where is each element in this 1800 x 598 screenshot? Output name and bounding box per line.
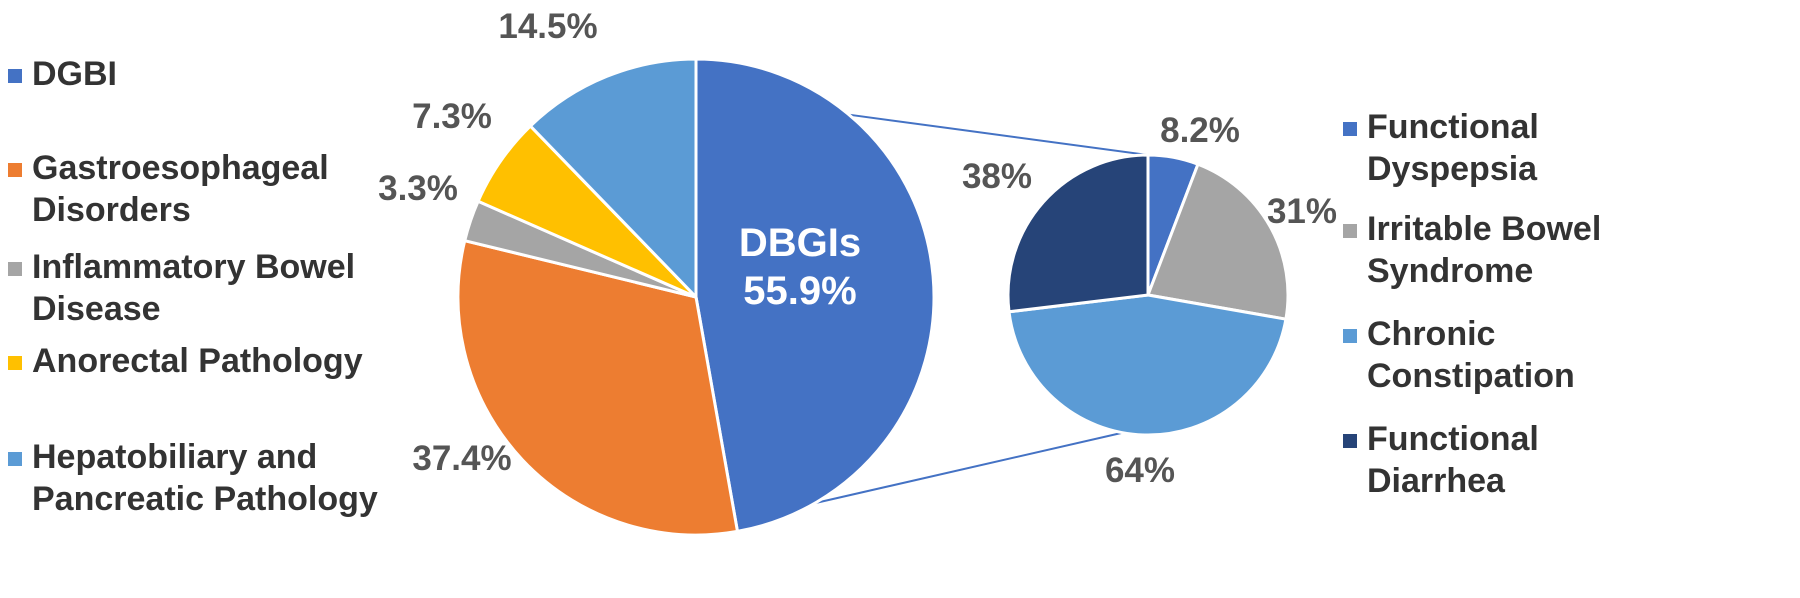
main-pie-center-label: DBGIs 55.9% (739, 221, 861, 313)
legend-swatch (1343, 224, 1357, 238)
legend-label: Anorectal Pathology (32, 342, 363, 380)
legend-swatch (1343, 122, 1357, 136)
legend-item-dgbi: DGBI (8, 55, 117, 93)
legend-label: Functional (1367, 108, 1539, 146)
legend-label: DGBI (32, 55, 117, 93)
main-pie-chart (456, 57, 936, 537)
legend-label: Hepatobiliary and (32, 438, 317, 476)
slice-hepatobiliary-and-pancreatic-pathology (528, 57, 698, 301)
value-label-gastroesophageal-disorders: 37.4% (412, 439, 511, 478)
legend-swatch (8, 356, 22, 370)
legend-label: Disease (32, 290, 161, 328)
legend-label: Diarrhea (1367, 462, 1506, 500)
main-pie-value-labels: 37.4% 3.3% 7.3% 14.5% (378, 7, 598, 478)
legend-swatch (8, 69, 22, 83)
legend-item-hepatobiliary-and-pancreatic-pathology: Hepatobiliary and Pancreatic Pathology (8, 438, 378, 518)
sub-pie-value-labels: 8.2% 31% 64% 38% (962, 111, 1337, 490)
legend-swatch (8, 163, 22, 177)
value-label-functional-dyspepsia: 8.2% (1160, 111, 1240, 150)
value-label-hepatobiliary-and-pancreatic-pathology: 14.5% (498, 7, 597, 46)
center-label-line-2: 55.9% (743, 269, 856, 313)
sub-pie-chart (1006, 153, 1290, 437)
slice-irritable-bowel-syndrome (1145, 162, 1290, 321)
value-label-chronic-constipation: 64% (1105, 451, 1175, 490)
value-label-functional-diarrhea: 38% (962, 157, 1032, 196)
legend-item-chronic-constipation: Chronic Constipation (1343, 315, 1575, 395)
legend-label: Syndrome (1367, 252, 1533, 290)
value-label-irritable-bowel-syndrome: 31% (1267, 192, 1337, 231)
legend-label: Irritable Bowel (1367, 210, 1601, 248)
legend-item-inflammatory-bowel-disease: Inflammatory Bowel Disease (8, 248, 355, 328)
legend-swatch (1343, 434, 1357, 448)
value-label-inflammatory-bowel-disease: 3.3% (378, 169, 458, 208)
legend-label: Dyspepsia (1367, 150, 1538, 188)
value-label-anorectal-pathology: 7.3% (412, 97, 492, 136)
legend-label: Pancreatic Pathology (32, 480, 378, 518)
legend-swatch (8, 452, 22, 466)
legend-label: Disorders (32, 191, 191, 229)
legend-label: Functional (1367, 420, 1539, 458)
slice-functional-diarrhea (1006, 153, 1150, 314)
legend-item-functional-diarrhea: Functional Diarrhea (1343, 420, 1539, 500)
slice-dgbi (694, 57, 936, 534)
slice-gastroesophageal-disorders (456, 238, 740, 537)
legend-item-anorectal-pathology: Anorectal Pathology (8, 342, 363, 380)
legend-main: DGBI Gastroesophageal Disorders Inflammator… (8, 55, 378, 518)
legend-label: Gastroesophageal (32, 149, 329, 187)
connector-line-top (848, 113, 1149, 156)
center-label-line-1: DBGIs (739, 221, 861, 265)
legend-item-functional-dyspepsia: Functional Dyspepsia (1343, 108, 1539, 188)
legend-swatch (1343, 329, 1357, 343)
slice-chronic-constipation (1007, 293, 1288, 437)
connector-line-bottom (814, 430, 1131, 505)
legend-label: Constipation (1367, 357, 1575, 395)
legend-item-gastroesophageal-disorders: Gastroesophageal Disorders (8, 149, 329, 229)
legend-label: Inflammatory Bowel (32, 248, 355, 286)
legend-sub: Functional Dyspepsia Irritable Bowel Syndro… (1343, 108, 1601, 500)
pie-of-pie-connectors (814, 113, 1149, 505)
legend-item-irritable-bowel-syndrome: Irritable Bowel Syndrome (1343, 210, 1601, 290)
legend-swatch (8, 262, 22, 276)
legend-label: Chronic (1367, 315, 1495, 353)
